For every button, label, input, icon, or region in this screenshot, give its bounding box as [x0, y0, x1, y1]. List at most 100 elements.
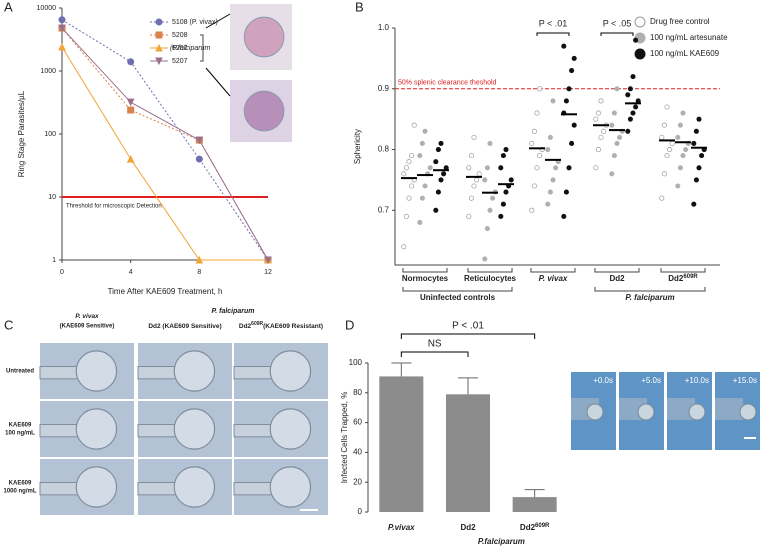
y-tick-label: 1	[52, 257, 56, 264]
data-point	[474, 177, 480, 183]
y-tick-label: 10	[48, 194, 56, 201]
data-point	[433, 159, 439, 165]
data-point	[569, 67, 575, 74]
data-point	[561, 213, 567, 219]
y-tick-label: 0.7	[378, 205, 390, 214]
cell-image	[269, 350, 312, 392]
data-point	[633, 37, 639, 43]
data-point	[571, 55, 577, 61]
data-point	[601, 128, 607, 134]
frame-label: +5.0s	[641, 376, 661, 385]
panel-label: C	[4, 317, 13, 332]
data-point	[699, 153, 705, 159]
point	[127, 58, 135, 66]
y-tick-label: 60	[353, 418, 362, 427]
data-point	[401, 244, 407, 250]
legend-label: 5208	[172, 32, 188, 39]
y-tick-label: 40	[353, 448, 362, 457]
y-tick-label: 10000	[37, 5, 57, 12]
data-point	[435, 189, 441, 195]
data-point	[669, 140, 675, 147]
category-bracket	[594, 268, 640, 273]
panel-label: A	[4, 0, 13, 14]
x-tick-label: Reticulocytes	[464, 274, 517, 283]
frame-label: +10.0s	[685, 376, 709, 385]
data-point	[675, 183, 681, 189]
group-bracket	[594, 287, 706, 292]
data-point	[661, 122, 667, 128]
y-tick-label: 0.9	[378, 84, 390, 93]
series-line	[61, 19, 269, 261]
column-superscript: 609R	[251, 321, 263, 327]
category-text: P.vivax	[388, 523, 415, 532]
data-point	[693, 128, 699, 134]
data-point	[406, 195, 412, 201]
column-note: (KAE609 Sensitive)	[60, 324, 115, 330]
category-text: Reticulocytes	[464, 274, 517, 283]
frame-label: +15.0s	[733, 376, 757, 385]
data-point	[487, 140, 493, 147]
row-label: KAE609	[9, 481, 32, 487]
data-point	[630, 74, 636, 80]
x-tick-label: 12	[264, 269, 272, 276]
data-point	[661, 171, 667, 177]
data-point	[417, 219, 423, 226]
point	[264, 256, 272, 265]
point	[58, 24, 66, 33]
legend-marker	[155, 43, 163, 52]
data-point	[487, 207, 493, 213]
data-point	[484, 165, 490, 171]
data-point	[677, 122, 683, 128]
category-bracket	[660, 268, 706, 273]
data-point	[593, 165, 599, 171]
x-tick-label: P. vivax	[539, 274, 568, 283]
data-point	[435, 146, 441, 153]
data-point	[482, 177, 488, 183]
data-point	[609, 171, 615, 177]
point	[126, 154, 135, 163]
y-tick-label: 100	[349, 358, 363, 367]
data-point	[545, 201, 551, 207]
category-bracket	[402, 268, 448, 273]
data-point	[503, 146, 509, 153]
axis	[394, 28, 720, 266]
legend-label: 5108 (P. vivax)	[172, 19, 218, 26]
cell-image	[269, 466, 312, 508]
data-point	[419, 140, 425, 147]
legend-group-label: (P.falciparum	[170, 45, 211, 52]
x-tick-label: Dd2609R	[668, 274, 698, 284]
legend-marker	[155, 31, 163, 39]
data-point	[595, 110, 601, 116]
data-point	[438, 177, 444, 183]
column-name: Dd2 (KAE609 Sensitive)	[148, 323, 221, 330]
panel-label: D	[345, 317, 354, 332]
legend-label: 5207	[172, 58, 188, 65]
data-point	[411, 122, 417, 128]
panel-label: B	[355, 0, 364, 14]
group-bracket	[402, 287, 513, 292]
significance-bracket	[400, 351, 469, 357]
category-bracket	[467, 268, 513, 273]
data-point	[468, 153, 474, 159]
cell-image	[173, 350, 216, 392]
data-point	[627, 116, 633, 122]
cell-image	[75, 350, 118, 392]
data-point	[441, 171, 447, 177]
data-point	[633, 104, 639, 110]
y-tick-label: 1000	[40, 68, 56, 75]
cell-image	[173, 408, 216, 450]
y-tick-label: 0.8	[378, 145, 390, 154]
data-point	[422, 183, 428, 189]
row-label: 1000 ng/mL	[3, 489, 36, 495]
data-point	[630, 110, 636, 116]
data-point	[691, 140, 697, 147]
data-point	[471, 183, 477, 189]
column-header: Dd2609R(KAE609 Resistant)	[239, 321, 323, 329]
data-point	[406, 159, 412, 165]
data-point	[625, 92, 631, 98]
data-point	[677, 165, 683, 171]
data-point	[561, 43, 567, 49]
data-point	[468, 195, 474, 201]
column-note: (KAE609 Resistant)	[263, 323, 323, 330]
